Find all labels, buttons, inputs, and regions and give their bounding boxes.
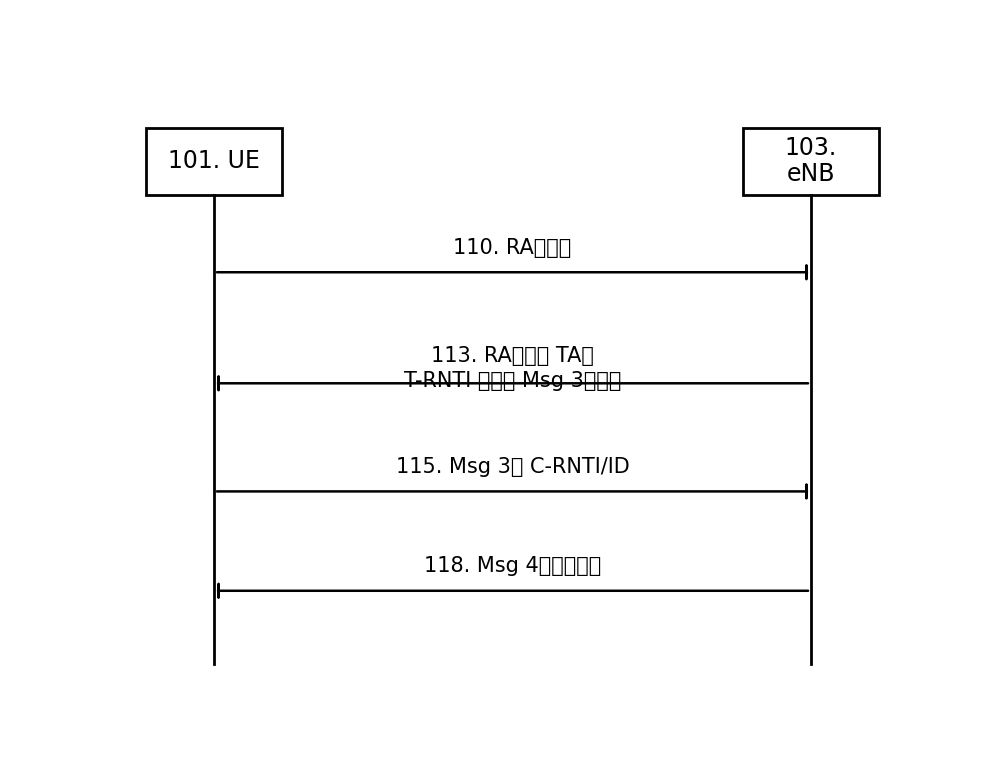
Text: eNB: eNB xyxy=(787,162,835,186)
Bar xyxy=(146,128,282,195)
Text: 115. Msg 3、 C-RNTI/ID: 115. Msg 3、 C-RNTI/ID xyxy=(396,457,629,477)
Text: 103.: 103. xyxy=(785,137,837,160)
Text: 101. UE: 101. UE xyxy=(168,150,260,173)
Text: 113. RA响应、 TA、: 113. RA响应、 TA、 xyxy=(431,346,594,366)
Text: 118. Msg 4、竞争解决: 118. Msg 4、竞争解决 xyxy=(424,556,601,576)
Bar xyxy=(743,128,879,195)
Text: T-RNTI 、针对 Msg 3的许可: T-RNTI 、针对 Msg 3的许可 xyxy=(404,371,621,391)
Text: 110. RA前导码: 110. RA前导码 xyxy=(453,238,572,257)
